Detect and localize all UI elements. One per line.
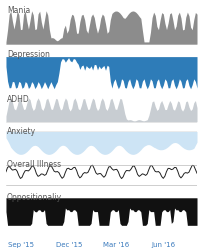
Text: Mania: Mania xyxy=(7,6,30,15)
Text: Mar '16: Mar '16 xyxy=(103,241,130,247)
Text: ADHD: ADHD xyxy=(7,94,30,103)
Text: Jun '16: Jun '16 xyxy=(151,241,175,247)
Text: Anxiety: Anxiety xyxy=(7,127,36,136)
Text: Depression: Depression xyxy=(7,50,50,59)
Text: Dec '15: Dec '15 xyxy=(56,241,82,247)
Text: Sep '15: Sep '15 xyxy=(8,241,34,247)
Text: Overall Illness: Overall Illness xyxy=(7,159,61,168)
Text: Oppositionaliy: Oppositionaliy xyxy=(7,192,62,201)
